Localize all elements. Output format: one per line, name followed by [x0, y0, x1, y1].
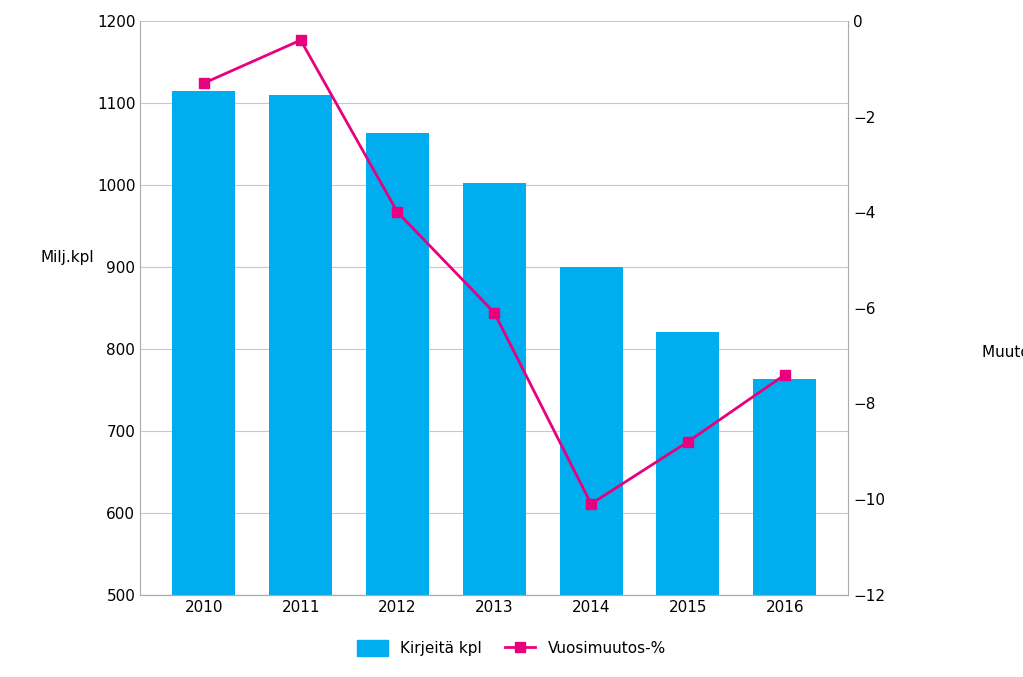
Line: Vuosimuutos-%: Vuosimuutos-% — [199, 35, 790, 509]
Text: Muutos vuodessa, %: Muutos vuodessa, % — [982, 345, 1023, 359]
Vuosimuutos-% — [488, 309, 500, 317]
Vuosimuutos-% — [779, 371, 791, 379]
Bar — [173, 91, 235, 677]
Legend: Kirjeitä kpl, Vuosimuutos-%: Kirjeitä kpl, Vuosimuutos-% — [351, 634, 672, 663]
Vuosimuutos-% — [197, 79, 210, 87]
Bar — [269, 95, 332, 677]
Vuosimuutos-% — [392, 209, 404, 217]
Bar — [366, 133, 429, 677]
Bar — [462, 183, 526, 677]
Vuosimuutos-% — [295, 36, 307, 44]
Text: Milj.kpl: Milj.kpl — [41, 250, 94, 265]
Vuosimuutos-% — [585, 500, 597, 508]
Vuosimuutos-% — [681, 438, 694, 446]
Bar — [753, 379, 816, 677]
Bar — [657, 332, 719, 677]
Bar — [560, 267, 623, 677]
